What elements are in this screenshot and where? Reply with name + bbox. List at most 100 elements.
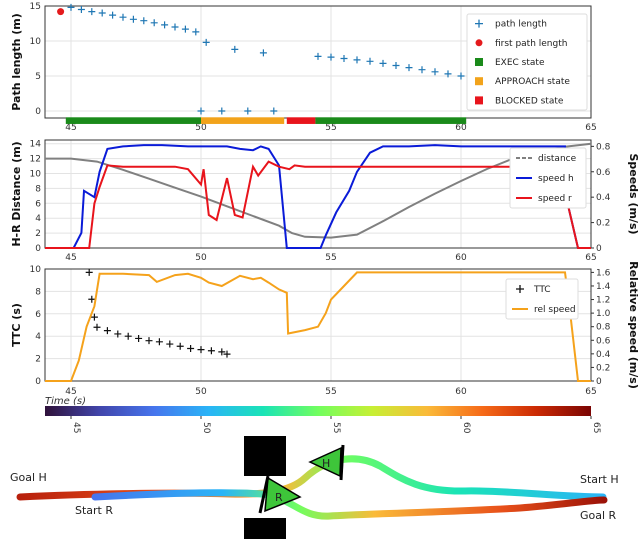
data-point [187,345,195,353]
data-point [109,11,117,19]
data-point [85,268,93,276]
series-line [45,271,591,382]
right-tick-label: 0.8 [596,142,611,152]
data-point [98,9,106,17]
y-tick-label: 12 [30,155,41,165]
x-tick-label: 50 [195,123,207,133]
x-tick-label: 55 [325,123,336,133]
data-point [155,338,163,346]
data-point [379,59,387,67]
data-point [444,70,452,78]
y-axis-label: Path length (m) [10,13,23,110]
trajectory-map: R H Goal H Start R Start H Goal R [10,436,619,539]
data-point [418,66,426,74]
colorbar: Time (s) 45 50 55 60 65 [45,396,601,434]
colorbar-tick-label: 60 [461,422,471,434]
y-tick-label: 6 [35,199,41,209]
data-point [431,68,439,76]
legend: TTC rel speed [505,278,579,320]
legend-label: APPROACH state [495,77,570,87]
goal-r-label: Goal R [580,509,617,522]
y-tick-label: 0 [35,377,41,387]
y-tick-label: 14 [30,140,42,150]
data-point [314,52,322,60]
legend-label: distance [538,154,577,164]
data-point [202,38,210,46]
x-tick-label: 60 [455,123,467,133]
state-bar [65,117,201,124]
series-line [45,142,592,239]
data-point [88,8,96,16]
right-tick-label: 0.4 [596,193,611,203]
x-tick-label: 65 [585,387,596,397]
x-tick-label: 45 [65,387,76,397]
data-point [77,6,85,13]
robot-trajectory [91,489,608,520]
robot-marker: R [258,475,302,514]
legend-label: path length [495,20,547,30]
legend: path length first path length EXEC state AP… [466,13,588,111]
data-point [340,55,348,62]
plot-frame [44,139,592,249]
x-tick-label: 60 [455,253,467,263]
y-axis-label: H-R Distance (m) [10,141,23,246]
y-tick-label: 10 [30,170,42,180]
y-tick-label: 4 [35,214,41,224]
legend-swatch [475,19,483,28]
y-tick-label: 0 [35,107,41,117]
right-tick-label: 0.6 [596,168,611,178]
data-point [218,107,226,115]
legend-label: EXEC state [495,58,545,68]
data-point [192,28,200,36]
right-tick-label: 0.2 [596,219,610,229]
data-point [218,348,226,356]
obstacle-bottom [244,518,286,539]
data-point [197,346,205,354]
data-point [140,17,148,25]
legend: distance speed h speed r [509,147,587,209]
data-point [176,342,184,350]
state-bar [201,117,285,124]
data-point [270,107,278,115]
data-point [231,45,239,53]
data-point [181,25,189,33]
x-tick-label: 55 [325,387,336,397]
data-point [57,8,65,16]
right-axis-label: Speeds (m/s) [627,153,640,234]
x-tick-label: 50 [195,253,207,263]
data-point [405,64,413,72]
data-point [88,295,96,303]
data-point [67,3,75,11]
right-tick-label: 0.4 [596,350,611,360]
legend-swatch [516,285,524,293]
x-tick-label: 45 [65,253,76,263]
right-tick-label: 1.0 [596,309,611,319]
data-point [392,62,400,69]
legend-swatch [475,96,483,105]
right-tick-label: 0.2 [596,363,610,373]
data-point [119,13,127,21]
right-tick-label: 0 [596,377,602,387]
data-point [103,327,111,335]
legend-label: TTC [533,285,551,295]
human-label: H [322,457,330,470]
data-point [166,340,174,348]
right-tick-label: 1.6 [596,268,611,278]
data-point [114,330,122,338]
data-point [353,56,361,64]
data-point [457,72,465,80]
y-tick-label: 6 [35,310,41,320]
right-tick-label: 0.8 [596,323,611,333]
data-point [327,53,335,61]
legend-label: BLOCKED state [495,96,564,106]
x-tick-label: 65 [585,253,596,263]
colorbar-tick-label: 55 [331,422,341,433]
series-line [45,144,591,249]
data-point [259,49,267,57]
data-point [161,21,169,29]
y-tick-label: 2 [35,355,41,365]
legend-swatch [475,58,483,66]
data-point [171,23,179,31]
start-h-label: Start H [580,473,619,486]
